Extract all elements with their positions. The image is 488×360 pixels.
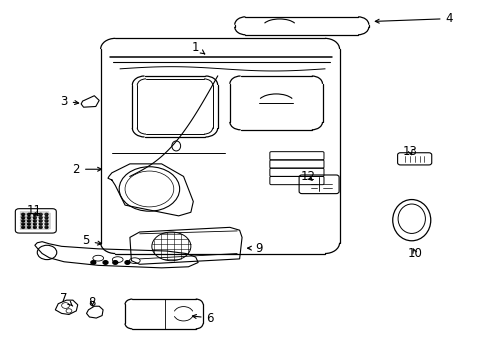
- Text: 7: 7: [60, 292, 73, 306]
- Circle shape: [45, 213, 48, 216]
- Circle shape: [39, 213, 42, 216]
- Circle shape: [45, 223, 48, 225]
- Circle shape: [21, 223, 24, 225]
- Circle shape: [39, 223, 42, 225]
- Text: 8: 8: [88, 296, 96, 309]
- Text: 2: 2: [72, 163, 102, 176]
- Circle shape: [125, 261, 130, 264]
- Text: 5: 5: [82, 234, 102, 247]
- Circle shape: [21, 217, 24, 219]
- Text: 9: 9: [247, 242, 263, 255]
- Circle shape: [21, 213, 24, 216]
- Text: 11: 11: [26, 204, 41, 217]
- Text: 12: 12: [300, 170, 315, 183]
- Circle shape: [27, 217, 30, 219]
- Circle shape: [33, 217, 36, 219]
- Circle shape: [39, 220, 42, 222]
- Circle shape: [45, 217, 48, 219]
- Circle shape: [27, 226, 30, 228]
- Circle shape: [39, 217, 42, 219]
- Circle shape: [33, 220, 36, 222]
- Text: 10: 10: [407, 247, 422, 260]
- Circle shape: [39, 226, 42, 228]
- Circle shape: [113, 261, 118, 264]
- Text: 4: 4: [374, 12, 452, 25]
- Circle shape: [33, 226, 36, 228]
- Circle shape: [91, 261, 96, 264]
- Text: 6: 6: [192, 311, 214, 325]
- Text: 1: 1: [192, 41, 204, 54]
- Circle shape: [27, 213, 30, 216]
- Circle shape: [27, 223, 30, 225]
- Text: 13: 13: [402, 145, 417, 158]
- Circle shape: [33, 223, 36, 225]
- Circle shape: [45, 220, 48, 222]
- Circle shape: [21, 226, 24, 228]
- Circle shape: [33, 213, 36, 216]
- Circle shape: [27, 220, 30, 222]
- Circle shape: [45, 226, 48, 228]
- Circle shape: [103, 261, 108, 264]
- Text: 3: 3: [61, 95, 79, 108]
- Circle shape: [21, 220, 24, 222]
